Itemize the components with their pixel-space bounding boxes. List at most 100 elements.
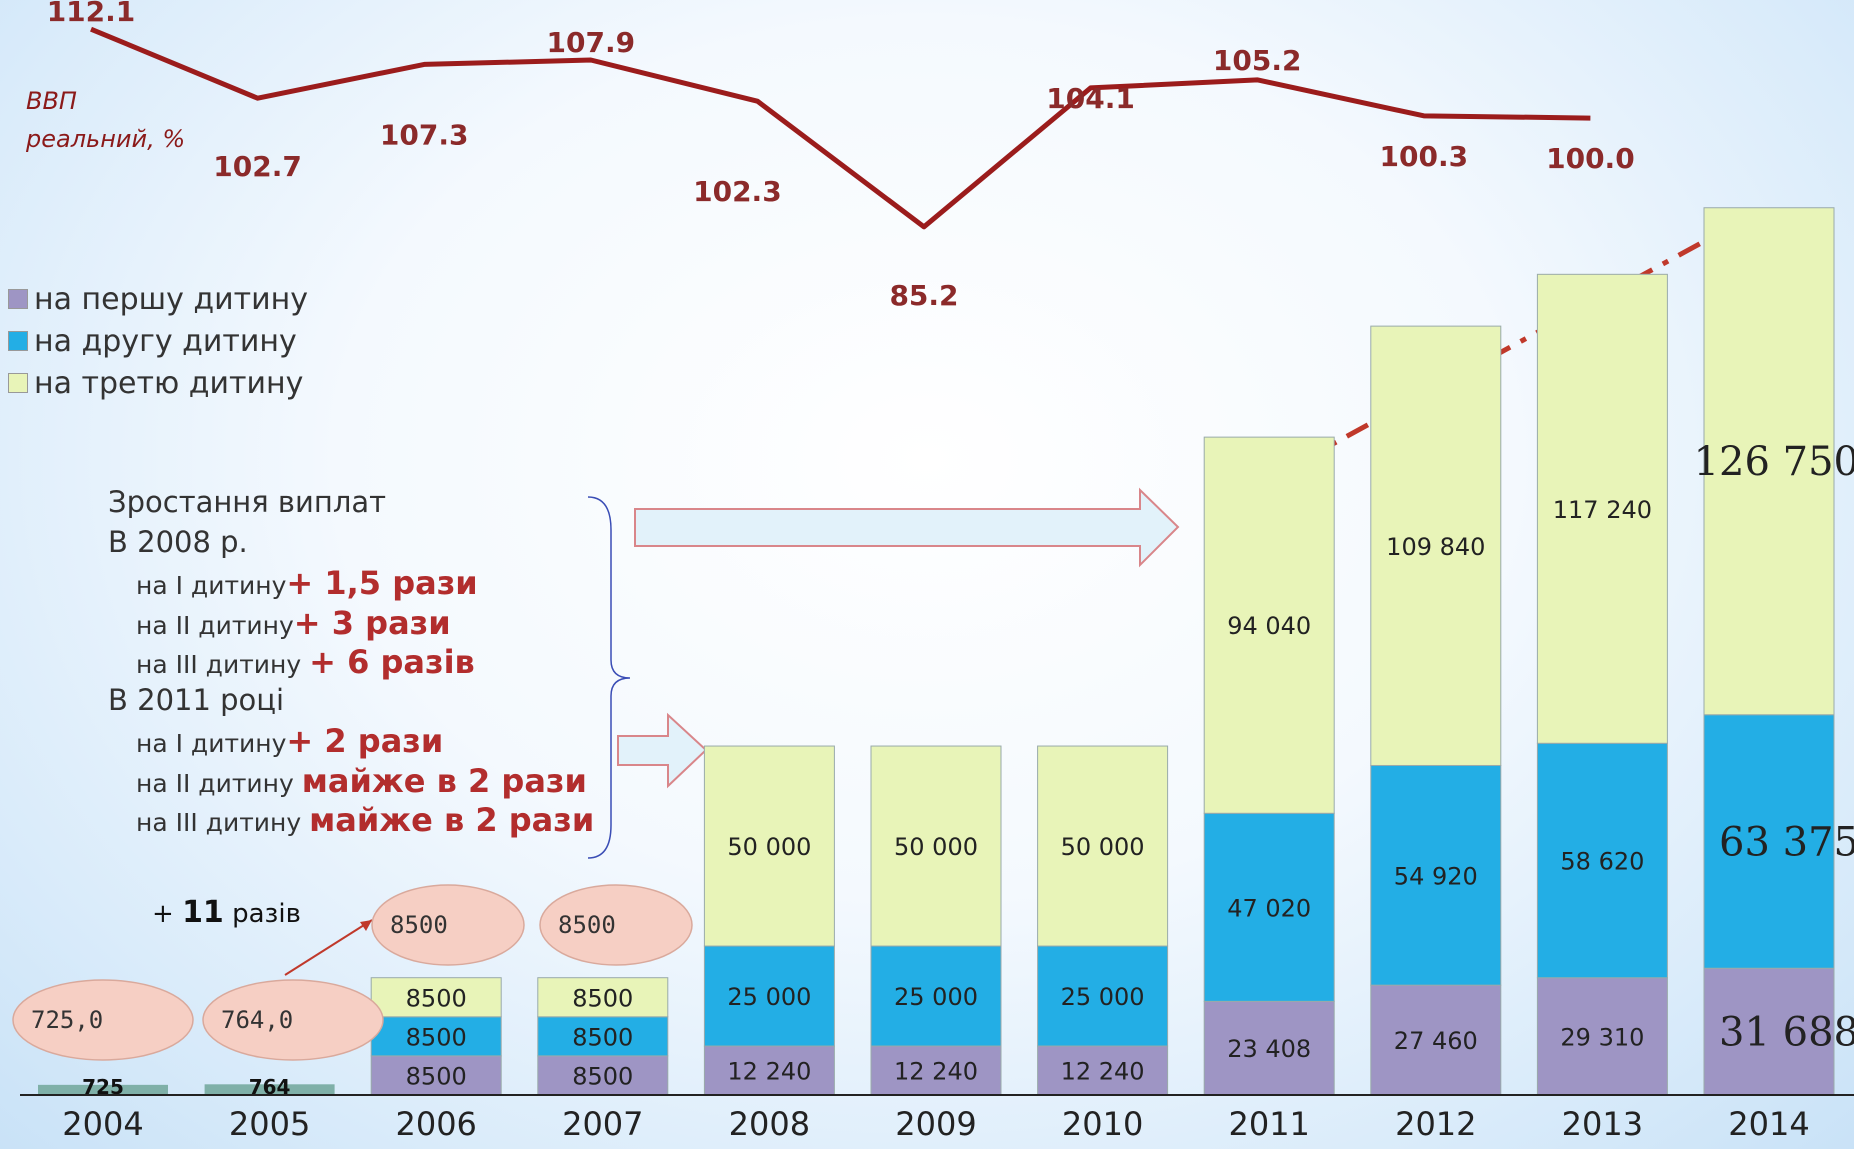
note-line: на І дитину+ 2 рази	[108, 722, 594, 762]
x-tick-label: 2010	[1062, 1105, 1143, 1143]
note-prefix: на ІІІ дитину	[136, 808, 310, 837]
bar-value-label: 25 000	[1061, 983, 1145, 1011]
bar-value-label: 25 000	[727, 983, 811, 1011]
bar-segment	[703, 945, 835, 1047]
gdp-value-label: 100.0	[1546, 142, 1635, 175]
note-value: майже в 2 рази	[309, 801, 595, 839]
bar-segment	[1037, 1045, 1169, 1096]
note-year-2011: В 2011 році	[108, 682, 285, 717]
bar-segment	[1203, 812, 1335, 1002]
note-value: + 6 разів	[309, 643, 475, 681]
bar-value-label: 63 375	[1719, 819, 1854, 865]
bubble-label: 725,0	[31, 1006, 103, 1034]
bubble-label: 8500	[558, 911, 616, 939]
note-line: на ІІІ дитину майже в 2 рази	[108, 801, 594, 841]
bar-value-label: 12 240	[1061, 1058, 1145, 1086]
bar-segment	[703, 745, 835, 947]
x-tick-label: 2007	[562, 1105, 643, 1143]
growth-number: 11	[182, 895, 224, 930]
note-line: на ІІІ дитину + 6 разів	[108, 643, 594, 683]
bar-segment	[1536, 273, 1668, 744]
gdp-value-label: 85.2	[889, 279, 958, 312]
bar-value-label: 12 240	[894, 1058, 978, 1086]
block-arrow-to-2008	[617, 712, 708, 789]
legend-swatch	[8, 289, 28, 309]
bar-segment	[537, 1055, 669, 1096]
note-prefix: на І дитину	[136, 729, 287, 758]
bar-value-label: 25 000	[894, 983, 978, 1011]
bar-segment	[537, 977, 669, 1018]
growth-arrow-head	[360, 920, 372, 931]
note-value: + 3 рази	[293, 603, 451, 642]
bar-value-label: 31 688	[1719, 1010, 1854, 1056]
note-value: + 2 рази	[286, 722, 444, 760]
bar-segment	[1037, 945, 1169, 1047]
bar-segment	[370, 977, 502, 1018]
x-tick-label: 2009	[895, 1105, 976, 1143]
x-tick-label: 2006	[395, 1105, 476, 1143]
gdp-value-label: 107.9	[547, 26, 636, 59]
x-tick-label: 2011	[1228, 1105, 1309, 1143]
x-tick-label: 2005	[229, 1105, 310, 1143]
decor-arrows	[284, 215, 1755, 976]
trend-arrow-line	[1250, 227, 1727, 491]
bar-segment	[1536, 977, 1668, 1096]
growth-prefix: +	[152, 899, 183, 929]
bar-value-label: 8500	[572, 1023, 633, 1051]
legend-label: на другу дитину	[34, 323, 297, 359]
bar-segment	[1703, 714, 1835, 969]
bar-segment	[370, 1055, 502, 1096]
bar-segment	[1370, 764, 1502, 986]
bar-segment	[703, 1045, 835, 1096]
bar-value-label: 50 000	[727, 833, 811, 861]
bar-segment	[1203, 1000, 1335, 1096]
bar-value-label: 8500	[572, 984, 633, 1012]
growth-suffix: разів	[223, 899, 301, 929]
legend: на першу дитину на другу дитину на третю…	[8, 278, 308, 404]
gdp-value-label: 112.1	[47, 0, 136, 28]
note-value: + 1,5 рази	[286, 564, 478, 602]
bar-segment	[1203, 436, 1335, 814]
gdp-label-line1: ВВП	[26, 87, 77, 115]
value-bubble	[202, 979, 384, 1061]
bar-value-label: 27 460	[1394, 1027, 1478, 1055]
growth-arrow-line	[284, 919, 373, 976]
bubble-label: 764,0	[221, 1006, 293, 1034]
value-bubble	[12, 979, 194, 1061]
x-tick-label: 2012	[1395, 1105, 1476, 1143]
gdp-value-label: 104.1	[1046, 82, 1135, 115]
brace-bracket	[587, 496, 631, 859]
note-title: Зростання виплат	[108, 485, 387, 519]
bar-segment	[870, 945, 1002, 1047]
bar-value-label: 58 620	[1560, 848, 1644, 876]
bar-value-label: 50 000	[1061, 833, 1145, 861]
gdp-line	[90, 26, 1591, 230]
block-arrow-to-2011	[634, 487, 1180, 568]
bar-value-label: 23 408	[1227, 1035, 1311, 1063]
x-tick-label: 2014	[1728, 1105, 1809, 1143]
gdp-label-line2: реальний, %	[26, 125, 186, 153]
bar-value-label: 8500	[406, 1062, 467, 1090]
note-line: на І дитину+ 1,5 рази	[108, 564, 594, 604]
gdp-label: ВВП реальний, %	[26, 82, 185, 158]
bar-value-label: 126 750	[1694, 439, 1854, 485]
bubble-label: 8500	[390, 911, 448, 939]
bar-value-label: 8500	[406, 984, 467, 1012]
legend-item-first-child: на першу дитину	[8, 278, 308, 320]
bar-segment	[1370, 984, 1502, 1096]
legend-item-third-child: на третю дитину	[8, 362, 308, 404]
value-bubble	[371, 884, 525, 966]
bar-single-payment	[38, 1084, 168, 1095]
note-line: на ІІ дитину майже в 2 рази	[108, 762, 594, 802]
note-prefix: на ІІ дитину	[136, 610, 294, 640]
x-tick-label: 2008	[729, 1105, 810, 1143]
bar-segment	[870, 745, 1002, 947]
bar-segment	[1703, 207, 1835, 716]
growth-11x-note: + 11 разів	[152, 895, 301, 930]
x-tick-label: 2013	[1562, 1105, 1643, 1143]
note-value: майже в 2 рази	[301, 761, 587, 800]
bar-segment	[1370, 325, 1502, 766]
bar-segment	[537, 1016, 669, 1057]
note-prefix: на І дитину	[136, 571, 287, 600]
